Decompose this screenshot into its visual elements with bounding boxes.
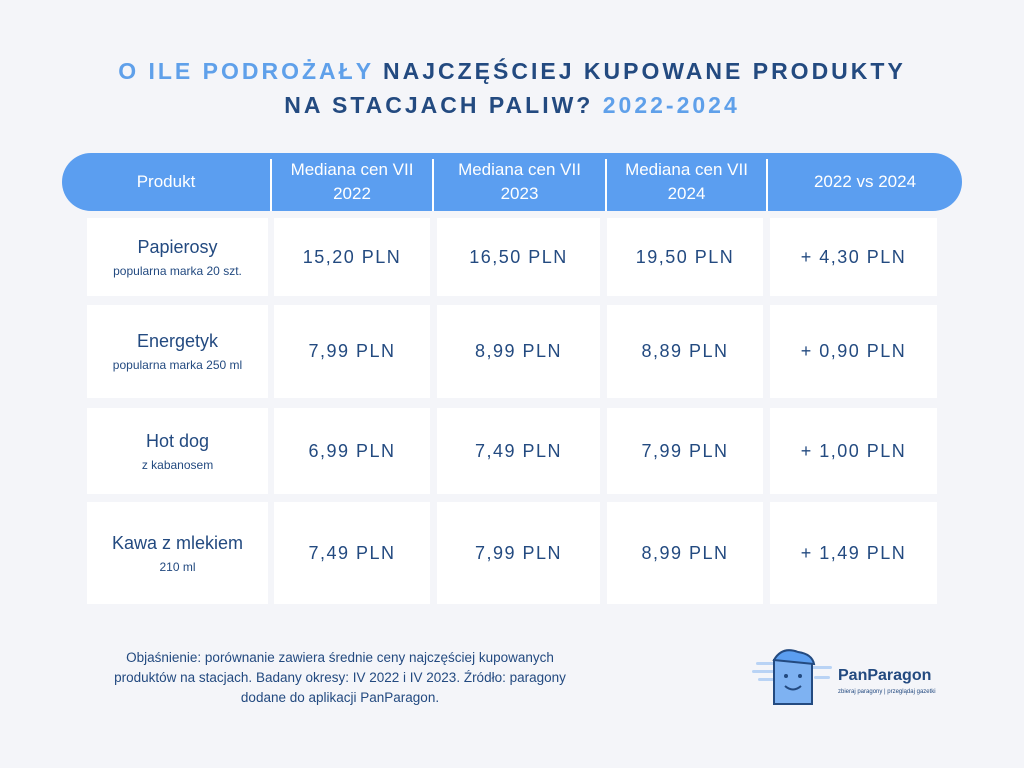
price: 19,50 PLN: [635, 246, 735, 267]
product-detail: z kabanosem: [141, 457, 214, 472]
product-name: Energetyk: [136, 331, 219, 351]
table-cell: 7,49 PLN: [437, 408, 600, 494]
table-cell: 7,99 PLN: [274, 305, 430, 398]
table-cell: 15,20 PLN: [274, 218, 430, 296]
price: 7,99 PLN: [641, 440, 729, 461]
logo-name: PanParagon: [838, 667, 932, 684]
title-part: NAJCZĘŚCIEJ KUPOWANE PRODUKTY: [383, 58, 906, 84]
price: + 0,90 PLN: [800, 341, 907, 361]
price: 8,99 PLN: [474, 341, 563, 361]
table-cell: Energetyk popularna marka 250 ml: [87, 305, 268, 398]
table-cell: 8,99 PLN: [437, 305, 600, 398]
title-line: O ILE PODROŻAŁY NAJCZĘŚCIEJ KUPOWANE PRO…: [0, 58, 1024, 85]
price: 6,99 PLN: [308, 440, 396, 461]
column-separator: [605, 159, 607, 211]
product-detail: 210 ml: [159, 559, 196, 574]
table-cell: 19,50 PLN: [607, 218, 763, 296]
table-cell: Papierosy popularna marka 20 szt.: [87, 218, 268, 296]
table-header: Produkt Mediana cen VII 2022 Mediana cen V…: [62, 153, 962, 211]
product-name: Kawa z mlekiem: [111, 532, 244, 553]
table-cell: 8,99 PLN: [607, 502, 763, 604]
product-name: Hot dog: [145, 430, 210, 451]
price: 8,89 PLN: [641, 341, 729, 361]
product-name: Papierosy: [137, 236, 218, 257]
price: + 1,00 PLN: [800, 440, 907, 461]
column-header: Mediana cen VII 2024: [625, 160, 748, 203]
table-cell: + 4,30 PLN: [770, 218, 937, 296]
logo-icon: [752, 649, 832, 705]
table-cell: 7,99 PLN: [607, 408, 763, 494]
price: 7,49 PLN: [308, 542, 396, 563]
price: 15,20 PLN: [302, 246, 402, 267]
table-cell: Hot dog z kabanosem: [87, 408, 268, 494]
column-separator: [766, 159, 768, 211]
title-line: NA STACJACH PALIW? 2022-2024: [0, 92, 1024, 119]
price: 7,99 PLN: [308, 341, 396, 361]
price: + 1,49 PLN: [800, 542, 907, 563]
price: 7,99 PLN: [474, 542, 563, 563]
column-header: 2022 vs 2024: [813, 172, 917, 191]
price: 7,49 PLN: [474, 440, 563, 461]
column-separator: [270, 159, 272, 211]
table-cell: 16,50 PLN: [437, 218, 600, 296]
table-cell: 6,99 PLN: [274, 408, 430, 494]
table-cell: 7,49 PLN: [274, 502, 430, 604]
footnote-line: Objaśnienie: porównanie zawiera średnie …: [126, 650, 554, 665]
title-part: NA STACJACH PALIW?: [284, 92, 594, 118]
title-part: O ILE PODROŻAŁY: [118, 58, 374, 84]
table-cell: 8,89 PLN: [607, 305, 763, 398]
price: 16,50 PLN: [469, 246, 568, 267]
footnote-line: produktów na stacjach. Badany okresy: IV…: [114, 670, 566, 685]
product-detail: popularna marka 250 ml: [112, 358, 243, 372]
product-detail: popularna marka 20 szt.: [113, 263, 242, 278]
footnote-line: dodane do aplikacji PanParagon.: [240, 690, 440, 705]
table-cell: Kawa z mlekiem 210 ml: [87, 502, 268, 604]
table-cell: + 1,49 PLN: [770, 502, 937, 604]
logo-tagline: zbieraj paragony | przeglądaj gazetki: [838, 689, 936, 695]
title-part: 2022-2024: [602, 92, 740, 118]
table-cell: + 0,90 PLN: [770, 305, 937, 398]
price: + 4,30 PLN: [800, 246, 907, 267]
column-header: Mediana cen VII 2023: [458, 160, 581, 203]
column-header: Mediana cen VII 2022: [290, 160, 414, 203]
price: 8,99 PLN: [641, 542, 729, 563]
table-cell: 7,99 PLN: [437, 502, 600, 604]
column-header: Produkt: [136, 172, 196, 191]
table-cell: + 1,00 PLN: [770, 408, 937, 494]
footnote: Objaśnienie: porównanie zawiera średnie …: [70, 648, 610, 708]
column-separator: [432, 159, 434, 211]
